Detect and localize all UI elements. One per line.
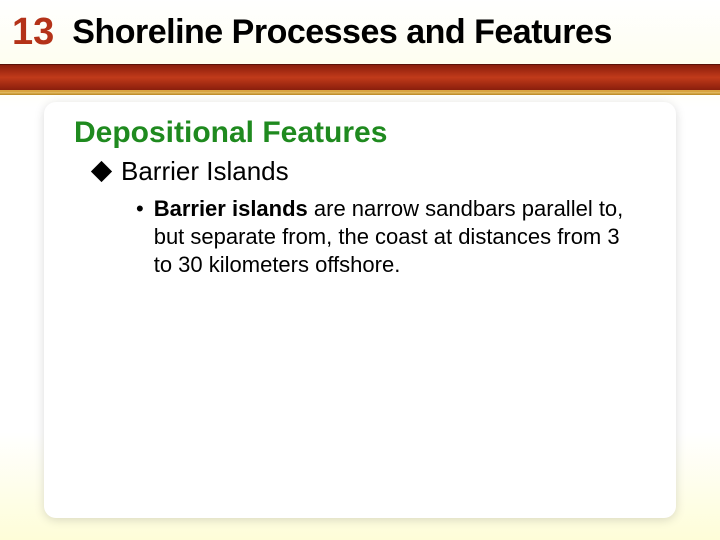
body-text: Barrier islands are narrow sandbars para… xyxy=(154,195,638,279)
body-bold: Barrier islands xyxy=(154,196,308,221)
chapter-header: 13 Shoreline Processes and Features xyxy=(0,0,720,64)
slide: 13 Shoreline Processes and Features Depo… xyxy=(0,0,720,540)
section-heading: Depositional Features xyxy=(74,116,648,150)
subheading: Barrier Islands xyxy=(121,156,289,187)
bullet-dot-icon: • xyxy=(136,195,144,279)
chapter-number: 13 xyxy=(12,11,54,54)
subheading-row: Barrier Islands xyxy=(94,156,648,187)
chapter-title: Shoreline Processes and Features xyxy=(72,13,612,52)
accent-bar xyxy=(0,64,720,92)
bullet-row: • Barrier islands are narrow sandbars pa… xyxy=(136,195,638,279)
content-card: Depositional Features Barrier Islands • … xyxy=(44,102,676,518)
gold-divider xyxy=(0,92,720,95)
diamond-bullet-icon xyxy=(91,161,112,182)
